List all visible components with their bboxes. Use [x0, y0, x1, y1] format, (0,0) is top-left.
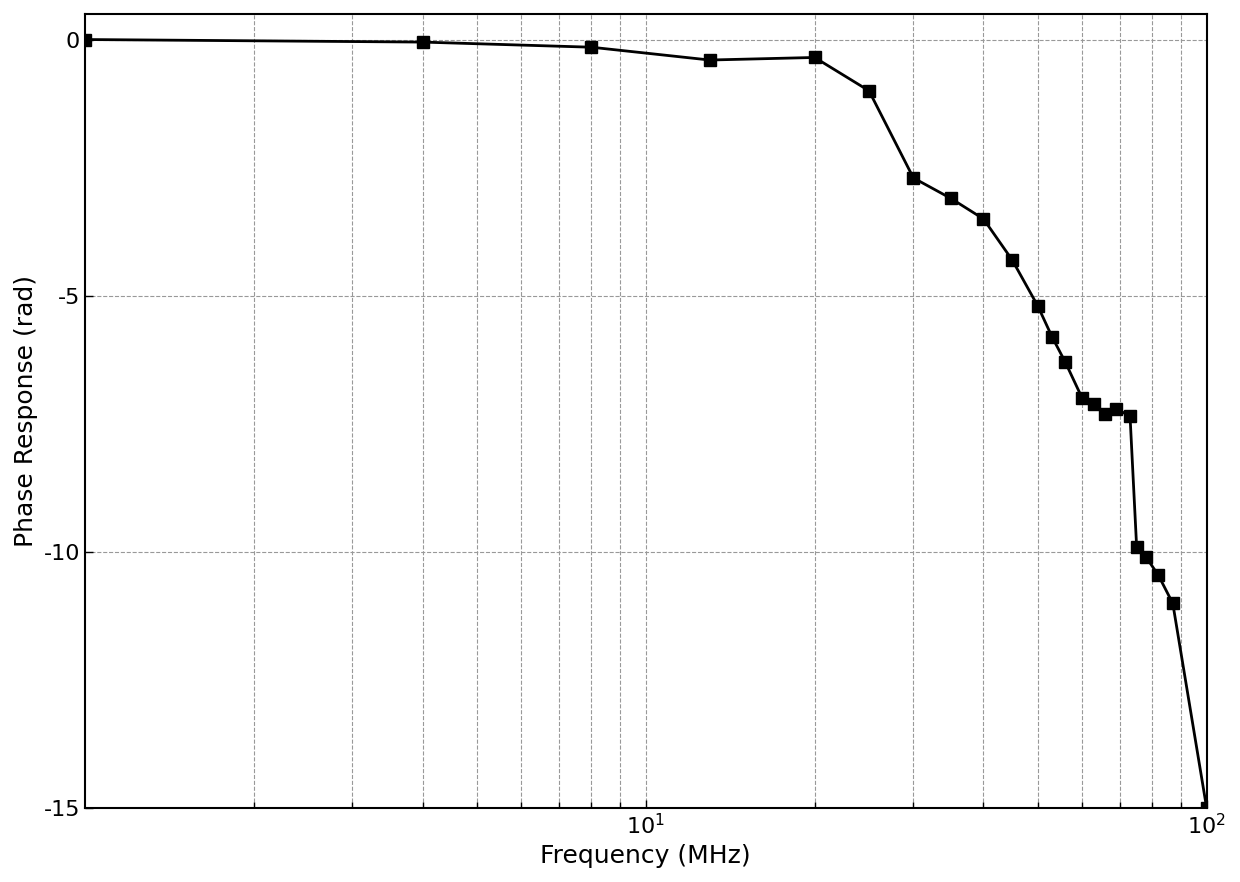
X-axis label: Frequency (MHz): Frequency (MHz) [541, 844, 751, 868]
Y-axis label: Phase Response (rad): Phase Response (rad) [14, 275, 38, 547]
